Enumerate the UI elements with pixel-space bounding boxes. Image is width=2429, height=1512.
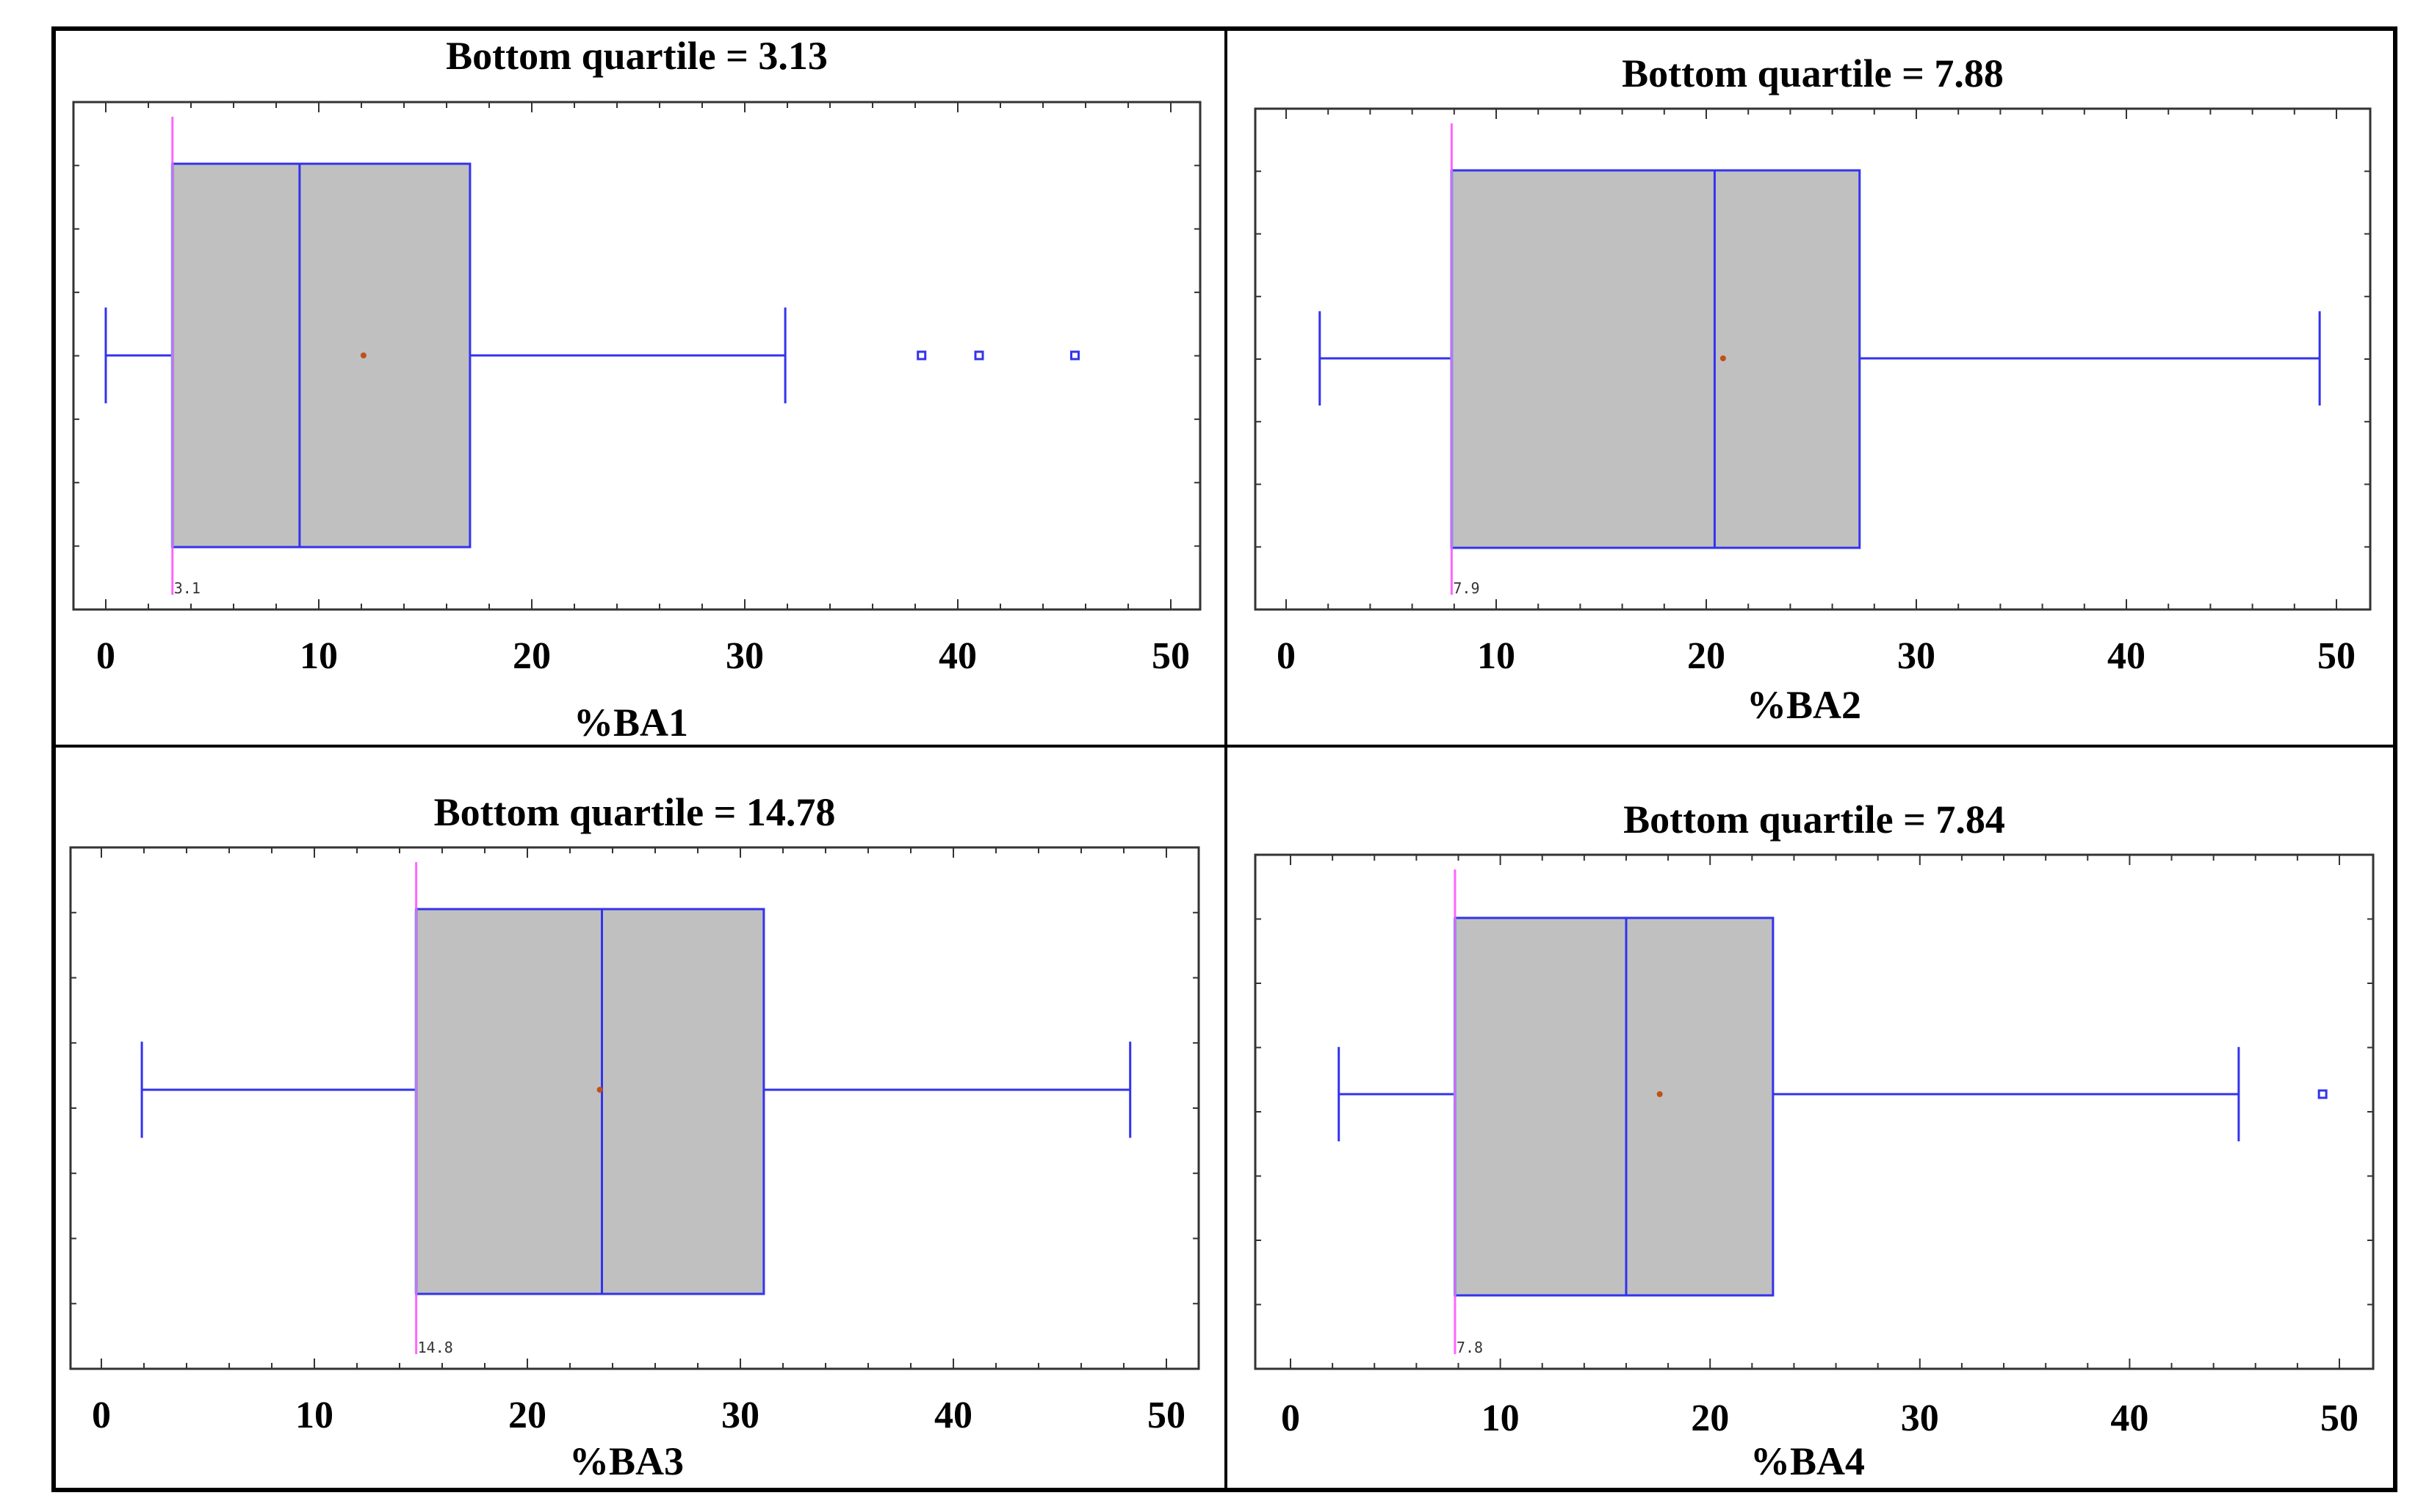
iqr-box — [171, 162, 472, 549]
x-tick-label: 30 — [1901, 1397, 1939, 1439]
marker-label: 7.8 — [1457, 1339, 1483, 1356]
mean-point — [360, 352, 367, 358]
x-tick-label: 30 — [1897, 635, 1935, 677]
boxplot-ba1: Bottom quartile = 3.13 0 10 20 30 40 50 %BA1 3.1 — [72, 34, 1202, 745]
x-tick-label: 20 — [1687, 635, 1725, 677]
x-axis-label: %BA1 — [574, 701, 688, 745]
x-tick-label: 50 — [1152, 635, 1190, 677]
x-tick-label: 20 — [1691, 1397, 1729, 1439]
x-tick-label: 50 — [2320, 1397, 2358, 1439]
outlier-point — [917, 350, 927, 361]
x-tick-label: 20 — [508, 1395, 546, 1436]
mean-point — [596, 1087, 603, 1093]
x-tick-label: 10 — [295, 1395, 333, 1436]
boxplot-ba3: Bottom quartile = 14.78 0 10 20 30 40 50 %BA3 14… — [69, 790, 1200, 1483]
x-tick-label: 40 — [2107, 635, 2145, 677]
x-tick-label: 20 — [513, 635, 551, 677]
mean-point — [1656, 1091, 1663, 1097]
iqr-box — [415, 908, 765, 1295]
chart-panel-ba1: Bottom quartile = 3.13 0 10 20 30 40 50 %BA1 3.1 — [56, 31, 1224, 745]
outlier-point — [974, 350, 984, 361]
chart-title: Bottom quartile = 3.13 — [446, 34, 828, 78]
chart-panel-ba3: Bottom quartile = 14.78 0 10 20 30 40 50 %BA3 14… — [56, 748, 1224, 1488]
x-tick-label: 0 — [92, 1395, 111, 1436]
marker-label: 7.9 — [1453, 579, 1479, 597]
x-tick-label: 0 — [1277, 635, 1296, 677]
x-axis-label: %BA3 — [569, 1439, 684, 1483]
x-tick-label: 0 — [1281, 1397, 1300, 1439]
iqr-box — [1454, 916, 1775, 1297]
x-tick-label: 40 — [934, 1395, 972, 1436]
x-tick-label: 10 — [1477, 635, 1515, 677]
chart-panel-ba4: Bottom quartile = 7.84 0 10 20 30 40 50 %BA4 7.8 — [1227, 748, 2393, 1488]
x-tick-label: 0 — [96, 635, 115, 677]
horizontal-divider — [56, 745, 2393, 748]
x-tick-label: 10 — [300, 635, 338, 677]
x-axis-label: %BA4 — [1750, 1439, 1865, 1483]
chart-title: Bottom quartile = 14.78 — [434, 790, 836, 834]
x-tick-label: 30 — [726, 635, 764, 677]
x-tick-label: 40 — [939, 635, 977, 677]
outlier-point — [2317, 1089, 2328, 1099]
x-tick-label: 40 — [2110, 1397, 2148, 1439]
x-tick-label: 50 — [1147, 1395, 1185, 1436]
x-axis-label: %BA2 — [1747, 683, 1861, 727]
x-tick-label: 10 — [1481, 1397, 1520, 1439]
mean-point — [1719, 355, 1726, 361]
vertical-divider — [1224, 31, 1227, 1488]
marker-label: 14.8 — [418, 1339, 453, 1356]
figure-grid: Bottom quartile = 3.13 0 10 20 30 40 50 %BA1 3.1… — [51, 26, 2397, 1492]
boxplot-ba2: Bottom quartile = 7.88 0 10 20 30 40 50 %BA2 7.9 — [1254, 51, 2372, 727]
plot-frame — [1254, 853, 2375, 1370]
chart-title: Bottom quartile = 7.84 — [1623, 797, 2005, 842]
outlier-point — [1070, 350, 1080, 361]
iqr-box — [1450, 169, 1861, 549]
chart-title: Bottom quartile = 7.88 — [1622, 51, 2004, 95]
x-tick-label: 30 — [721, 1395, 759, 1436]
x-tick-label: 50 — [2317, 635, 2356, 677]
chart-panel-ba2: Bottom quartile = 7.88 0 10 20 30 40 50 %BA2 7.9 — [1227, 31, 2393, 745]
marker-label: 3.1 — [174, 579, 201, 597]
boxplot-ba4: Bottom quartile = 7.84 0 10 20 30 40 50 %BA4 7.8 — [1254, 797, 2375, 1483]
